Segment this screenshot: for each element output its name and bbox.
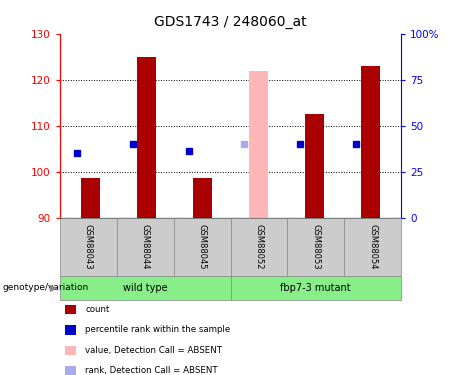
Bar	[305, 114, 324, 218]
Text: fbp7-3 mutant: fbp7-3 mutant	[280, 283, 351, 293]
Bar	[193, 178, 213, 218]
Text: GSM88045: GSM88045	[198, 224, 207, 269]
Text: GSM88053: GSM88053	[311, 224, 320, 269]
Text: ▶: ▶	[50, 283, 58, 293]
Text: percentile rank within the sample: percentile rank within the sample	[85, 325, 230, 334]
Bar	[137, 57, 156, 217]
Text: rank, Detection Call = ABSENT: rank, Detection Call = ABSENT	[85, 366, 218, 375]
Bar	[361, 66, 380, 218]
Text: wild type: wild type	[123, 283, 167, 293]
Text: GDS1743 / 248060_at: GDS1743 / 248060_at	[154, 15, 307, 29]
Bar	[248, 70, 268, 217]
Text: GSM88043: GSM88043	[84, 224, 93, 269]
Text: count: count	[85, 304, 110, 313]
Text: genotype/variation: genotype/variation	[2, 284, 89, 292]
Text: GSM88052: GSM88052	[254, 224, 263, 269]
Bar	[81, 178, 100, 218]
Text: value, Detection Call = ABSENT: value, Detection Call = ABSENT	[85, 346, 222, 355]
Text: GSM88044: GSM88044	[141, 224, 150, 269]
Text: GSM88054: GSM88054	[368, 224, 377, 269]
